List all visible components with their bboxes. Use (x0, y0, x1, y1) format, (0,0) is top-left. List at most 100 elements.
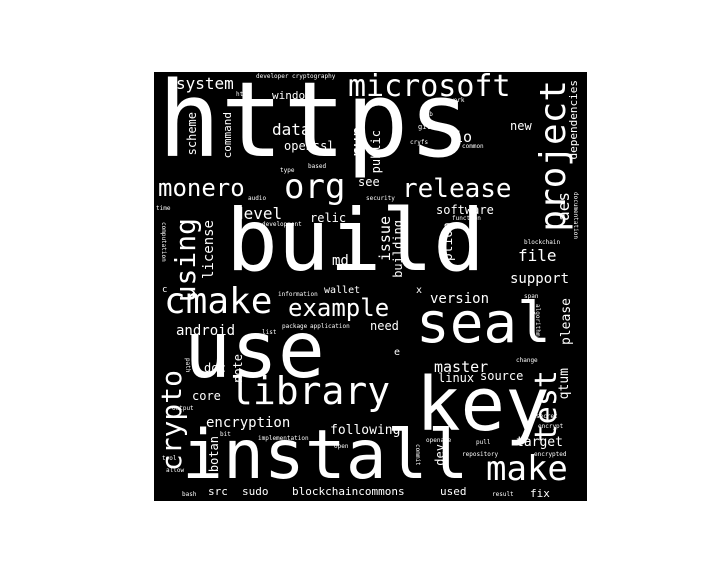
word-use: use (184, 306, 325, 396)
word-encrypted: encrypted (534, 451, 567, 458)
word-encrypt: encrypt (538, 423, 564, 430)
word-source: source (480, 369, 524, 383)
word-see: see (358, 175, 380, 189)
word-dependencies: dependencies (567, 80, 580, 160)
word-cmake: cmake (164, 281, 273, 322)
word-open: open (334, 443, 349, 450)
word-commit: commit (414, 444, 421, 466)
word-using: using (169, 218, 202, 303)
word-security: security (366, 195, 395, 202)
word-allow: allow (166, 467, 185, 474)
word-development: development (262, 221, 302, 228)
word-secret: secret (536, 413, 558, 420)
word-openabe: openabe (426, 437, 452, 444)
word-c: c (162, 285, 168, 295)
word-license: license (201, 220, 217, 280)
word-path: path (184, 358, 191, 373)
word-work: work (450, 97, 465, 104)
word-function: function (452, 215, 481, 222)
word-dev: dev (433, 444, 447, 466)
word-example: example (288, 294, 390, 322)
word-sudo: sudo (242, 485, 269, 498)
word-tool: tool (162, 455, 177, 462)
word-org: org (284, 167, 346, 207)
word-package: package (282, 323, 308, 330)
word-scheme: scheme (185, 112, 199, 156)
word-library: library (230, 369, 391, 413)
word-make: make (486, 449, 568, 489)
word-new: new (510, 119, 532, 133)
word-cloud: https build use install key seal cmake m… (154, 72, 587, 501)
word-key: key (416, 362, 550, 448)
word-x: x (416, 285, 423, 296)
word-relic: relic (310, 211, 347, 225)
word-version: version (430, 291, 490, 307)
word-software: software (436, 203, 494, 217)
word-result: result (492, 491, 514, 498)
word-aes: aes (554, 192, 573, 221)
word-md: md (332, 253, 349, 269)
word-please: please (559, 298, 574, 345)
word-encryption: encryption (206, 415, 291, 431)
word-computation: computation (160, 222, 167, 262)
word-support: support (510, 271, 570, 287)
word-seal: seal (416, 291, 551, 356)
word-audio: audio (248, 195, 267, 202)
word-run: run (348, 126, 369, 159)
word-html: html (236, 91, 251, 98)
word-option: option (441, 222, 456, 269)
word-public: public (369, 130, 383, 174)
word-monero: monero (158, 174, 245, 202)
word-file: file (518, 246, 557, 265)
word-type: type (280, 167, 295, 174)
word-microsoft: microsoft (348, 72, 511, 104)
word-wallet: wallet (324, 285, 361, 296)
word-cryptography: cryptography (292, 73, 336, 80)
word-build: build (226, 191, 485, 291)
word-common: common (462, 143, 484, 150)
word-span: span (524, 293, 539, 300)
word-devel: devel (234, 204, 283, 223)
word-core: core (192, 389, 221, 403)
word-developer: developer (256, 73, 289, 80)
word-repository: repository (462, 451, 499, 458)
word-time: time (156, 205, 171, 212)
word-bit: bit (220, 431, 231, 438)
word-data: data (272, 120, 311, 139)
word-target: target (516, 435, 563, 450)
word-src: src (208, 485, 228, 498)
word-master: master (434, 358, 489, 376)
word-system: system (176, 74, 234, 93)
word-e: e (394, 347, 401, 358)
word-output: output (172, 405, 194, 412)
word-lib: lib (422, 111, 433, 118)
word-botan: botan (207, 436, 221, 473)
word-bash: bash (182, 491, 197, 498)
word-linux: linux (438, 371, 475, 385)
word-used: used (440, 485, 467, 498)
word-window: window (272, 89, 312, 102)
word-blockchain: blockchain (524, 239, 561, 246)
word-note: note (231, 354, 245, 383)
word-documentation: documentation (572, 192, 579, 239)
word-command: command (221, 112, 234, 159)
word-list: list (262, 329, 277, 336)
word-change: change (516, 357, 538, 364)
word-pull: pull (476, 439, 491, 446)
word-openssl: openssl (284, 139, 335, 153)
word-release: release (402, 174, 512, 204)
word-git: git (418, 123, 431, 131)
word-building: building (391, 220, 405, 278)
word-qtum: qtum (557, 368, 572, 400)
word-android: android (176, 323, 236, 339)
word-need: need (370, 319, 399, 333)
word-algorithm: algorithm (534, 304, 541, 337)
word-based: based (308, 163, 327, 170)
word-cryfs: cryfs (410, 139, 429, 146)
word-install: install (182, 416, 469, 495)
word-io: io (454, 128, 473, 146)
word-application: application (310, 323, 350, 330)
word-fix: fix (530, 487, 550, 500)
word-following: following (330, 423, 401, 438)
word-information: information (278, 291, 318, 298)
